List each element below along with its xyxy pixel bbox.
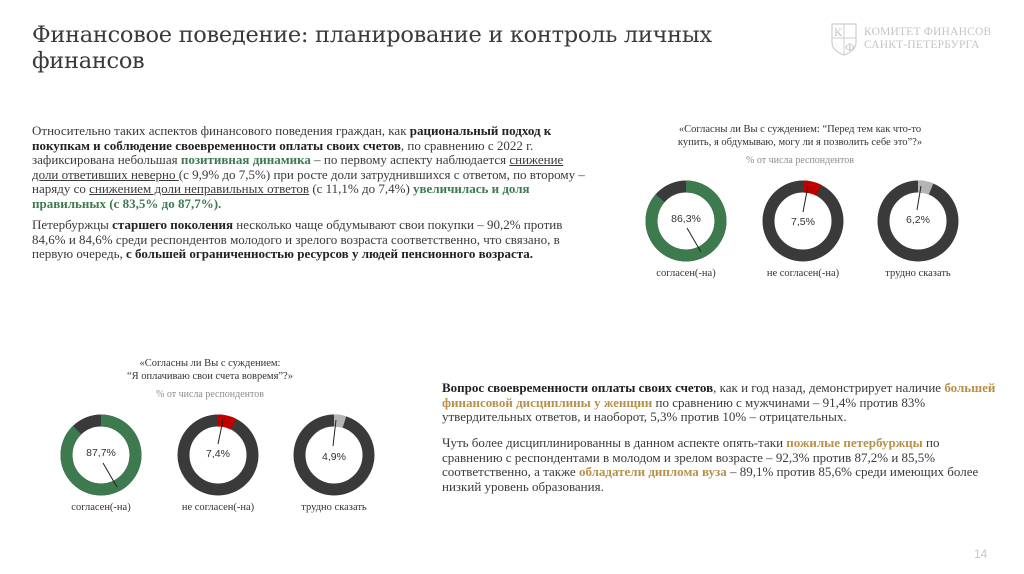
paragraph-payment-timeliness: Вопрос своевременности оплаты своих счет… bbox=[442, 380, 1002, 425]
donut-label: трудно сказать bbox=[301, 502, 367, 513]
question-line: купить, я обдумываю, могу ли я позволить… bbox=[677, 136, 923, 148]
text-span: , по сравнению с 2022 г. зафиксирована н… bbox=[32, 137, 534, 168]
donut-value: 6,2% bbox=[906, 214, 930, 226]
donut-value: 4,9% bbox=[322, 451, 346, 463]
underlined-span: снижением доли неправильных ответов bbox=[89, 181, 310, 197]
bottom-chart-question: «Согласны ли Вы с суждением: “Я оплачива… bbox=[40, 358, 380, 383]
donut-chart-bottom-unsure: 4,9% bbox=[293, 414, 375, 496]
green-highlight: увеличилась и доля правильных (с 83,5% д… bbox=[32, 181, 530, 211]
donut-chart-top-disagree: 7,5% bbox=[762, 180, 844, 262]
underlined-span: снижение доли ответивших неверно bbox=[32, 152, 564, 182]
page-number: 14 bbox=[974, 547, 988, 561]
logo-line1: Комитет финансов bbox=[864, 26, 992, 38]
text-span: по сравнению с мужчинами – 91,4% против … bbox=[442, 394, 926, 425]
text-span: Петербуржцы bbox=[32, 217, 113, 232]
committee-logo: К Ф Комитет финансов Санкт-Петербурга bbox=[830, 22, 991, 56]
donut-label: трудно сказать bbox=[885, 268, 951, 279]
donut-value: 86,3% bbox=[671, 213, 701, 225]
donut-label: не согласен(-на) bbox=[181, 502, 255, 513]
donut-ring bbox=[177, 414, 259, 496]
kf-shield-icon: К Ф bbox=[830, 22, 858, 56]
text-span: – по первому аспекту наблюдается bbox=[310, 152, 510, 168]
donut-chart-bottom-disagree: 7,4% bbox=[177, 414, 259, 496]
gold-highlight: большей финансовой дисциплины у женщин bbox=[442, 380, 996, 410]
paragraph-dynamics: Относительно таких аспектов финансового … bbox=[32, 123, 592, 212]
text-span: (с 9,9% до 7,5%) при росте доли затрудни… bbox=[32, 166, 585, 197]
text-span: Чуть более дисциплинированны в данном ас… bbox=[442, 435, 787, 450]
gold-highlight: обладатели диплома вуза bbox=[578, 464, 727, 480]
bottom-chart-subtitle: % от числа респондентов bbox=[156, 389, 264, 400]
gold-highlight: пожилые петербуржцы bbox=[786, 435, 923, 450]
text-span: несколько чаще обдумывают свои покупки –… bbox=[32, 217, 563, 262]
text-span: Относительно таких аспектов финансового … bbox=[32, 123, 410, 138]
donut-ring bbox=[293, 414, 375, 496]
slide-title: Финансовое поведение: планирование и кон… bbox=[32, 22, 712, 74]
donut-value: 7,4% bbox=[206, 448, 230, 460]
question-line: «Согласны ли Вы с суждением: “Перед тем … bbox=[678, 124, 922, 135]
bold-span: с большей ограниченностью ресурсов у люд… bbox=[126, 246, 534, 262]
text-span: (с 11,1% до 7,4%) bbox=[309, 181, 414, 197]
donut-ring bbox=[645, 180, 727, 262]
donut-label: согласен(-на) bbox=[71, 502, 131, 513]
logo-line2: Санкт-Петербурга bbox=[864, 39, 980, 51]
donut-chart-top-agree: 86,3% bbox=[645, 180, 727, 262]
donut-ring bbox=[877, 180, 959, 262]
bold-span: рациональный подход к покупкам и соблюде… bbox=[32, 123, 552, 153]
text-span: – 89,1% против 85,6% среди имеющих более… bbox=[442, 464, 979, 494]
donut-ring bbox=[60, 414, 142, 496]
donut-chart-bottom-agree: 87,7% bbox=[60, 414, 142, 496]
text-span: , как и год назад, демонстрирует наличие bbox=[713, 380, 945, 395]
donut-ring bbox=[762, 180, 844, 262]
svg-text:К: К bbox=[834, 25, 843, 39]
donut-chart-top-unsure: 6,2% bbox=[877, 180, 959, 262]
donut-value: 7,5% bbox=[791, 216, 815, 228]
question-line: «Согласны ли Вы с суждением: bbox=[139, 358, 281, 369]
paragraph-discipline: Чуть более дисциплинированны в данном ас… bbox=[442, 435, 1002, 494]
donut-label: не согласен(-на) bbox=[766, 268, 840, 279]
donut-value: 87,7% bbox=[86, 447, 116, 459]
paragraph-older-generation: Петербуржцы старшего поколения несколько… bbox=[32, 217, 592, 262]
top-chart-subtitle: % от числа респондентов bbox=[746, 155, 854, 166]
green-highlight: позитивная динамика bbox=[180, 152, 311, 168]
svg-text:Ф: Ф bbox=[845, 40, 854, 54]
bold-span: старшего поколения bbox=[112, 217, 233, 232]
question-line: “Я оплачиваю свои счета вовремя”?» bbox=[127, 370, 293, 382]
donut-label: согласен(-на) bbox=[656, 268, 716, 279]
text-span: по сравнению с респондентами в молодом и… bbox=[442, 435, 940, 480]
top-chart-question: «Согласны ли Вы с суждением: “Перед тем … bbox=[620, 124, 980, 149]
bold-span: Вопрос своевременности оплаты своих счет… bbox=[442, 380, 714, 395]
